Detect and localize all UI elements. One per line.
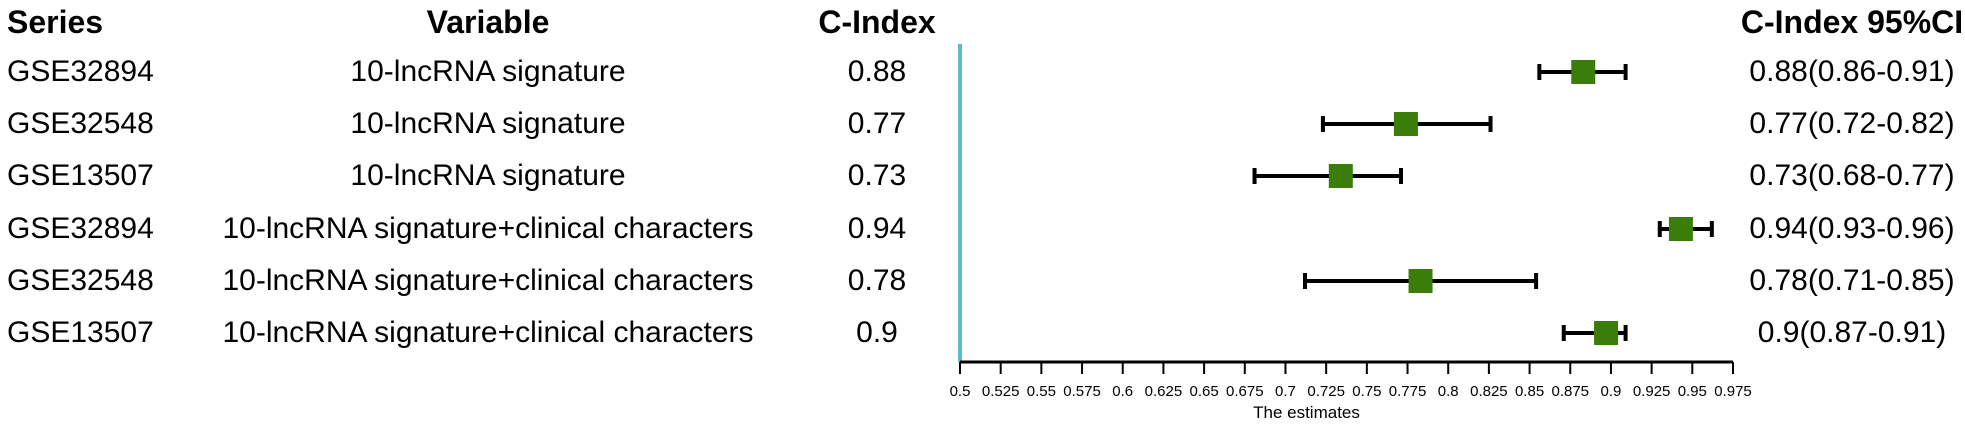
row-variable: 10-lncRNA signature+clinical characters [222,264,754,297]
row-series: GSE32894 [7,212,154,245]
row-ci: 0.78(0.71-0.85) [1749,264,1955,297]
row-variable: 10-lncRNA signature+clinical characters [222,316,754,349]
row-cindex: 0.78 [847,264,907,297]
x-tick-label: 0.6 [1112,383,1133,400]
row-variable: 10-lncRNA signature [350,107,626,140]
row-ci: 0.94(0.93-0.96) [1749,212,1955,245]
x-tick-label: 0.975 [1714,383,1752,400]
x-tick-label: 0.65 [1190,383,1219,400]
row-ci: 0.9(0.87-0.91) [1757,316,1947,349]
row-ci: 0.77(0.72-0.82) [1749,107,1955,140]
x-tick-label: 0.9 [1601,383,1622,400]
x-tick-label: 0.825 [1470,383,1508,400]
row-cindex: 0.88 [847,55,907,88]
x-tick-label: 0.85 [1515,383,1544,400]
x-tick-label: 0.575 [1063,383,1101,400]
header-cindex: C-Index [818,4,936,40]
x-tick-label: 0.625 [1145,383,1183,400]
estimate-marker [1594,321,1619,345]
row-ci: 0.73(0.68-0.77) [1749,159,1955,192]
row-series: GSE32548 [7,264,154,297]
x-tick-label: 0.675 [1226,383,1264,400]
x-tick-label: 0.7 [1275,383,1296,400]
row-cindex: 0.77 [847,107,907,140]
estimate-marker [1393,112,1418,136]
x-tick-label: 0.55 [1027,383,1056,400]
estimate-marker [1571,60,1596,84]
row-ci: 0.88(0.86-0.91) [1749,55,1955,88]
row-series: GSE32894 [7,55,154,88]
row-series: GSE13507 [7,316,154,349]
x-tick-label: 0.5 [950,383,971,400]
row-variable: 10-lncRNA signature [350,55,626,88]
x-tick-label: 0.8 [1438,383,1459,400]
row-cindex: 0.9 [856,316,898,349]
header-variable: Variable [426,4,550,40]
row-cindex: 0.94 [847,212,907,245]
x-tick-label: 0.925 [1633,383,1671,400]
row-series: GSE32548 [7,107,154,140]
header-series: Series [7,4,104,40]
estimate-marker [1328,164,1353,188]
row-variable: 10-lncRNA signature [350,159,626,192]
x-tick-label: 0.525 [982,383,1020,400]
row-cindex: 0.73 [847,159,907,192]
estimate-marker [1408,269,1433,293]
estimate-marker [1668,217,1693,241]
x-axis-label: The estimates [1253,403,1360,422]
x-tick-label: 0.95 [1678,383,1707,400]
x-tick-label: 0.75 [1352,383,1381,400]
x-tick-label: 0.775 [1389,383,1427,400]
x-tick-label: 0.725 [1307,383,1345,400]
row-variable: 10-lncRNA signature+clinical characters [222,212,754,245]
header-ci: C-Index 95%CI [1740,4,1964,40]
row-series: GSE13507 [7,159,154,192]
x-tick-label: 0.875 [1551,383,1589,400]
